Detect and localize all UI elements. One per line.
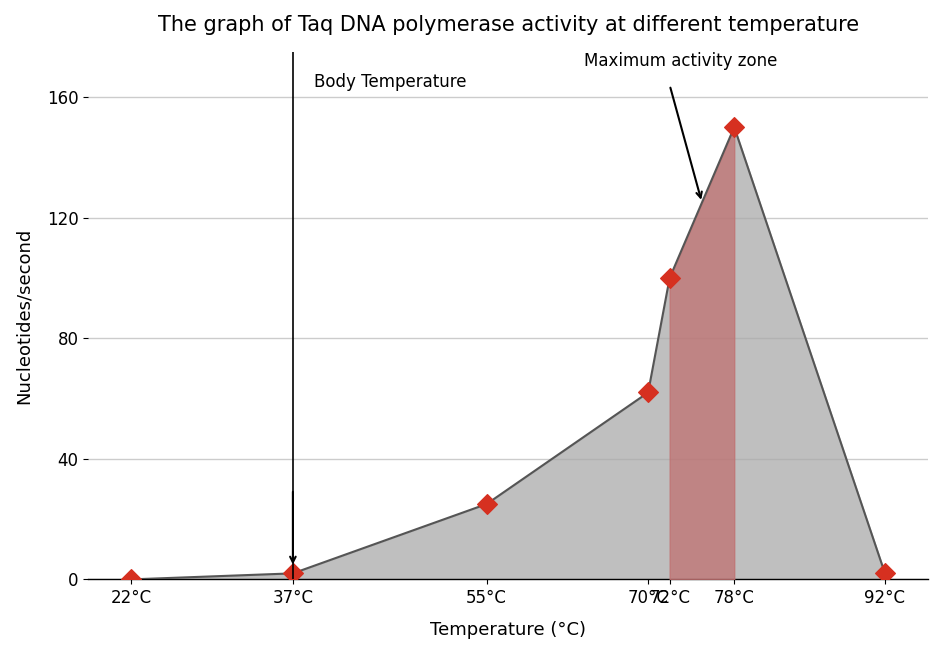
Text: Maximum activity zone: Maximum activity zone [584,52,777,70]
Point [124,574,139,585]
Point [286,568,301,579]
Point [727,122,742,132]
Point [877,568,892,579]
Title: The graph of Taq DNA polymerase activity at different temperature: The graph of Taq DNA polymerase activity… [157,15,859,35]
Point [662,273,677,283]
Point [640,387,655,398]
Y-axis label: Nucleotides/second: Nucleotides/second [15,228,33,404]
Text: Body Temperature: Body Temperature [314,73,467,91]
Point [479,499,494,509]
X-axis label: Temperature (°C): Temperature (°C) [430,621,587,639]
